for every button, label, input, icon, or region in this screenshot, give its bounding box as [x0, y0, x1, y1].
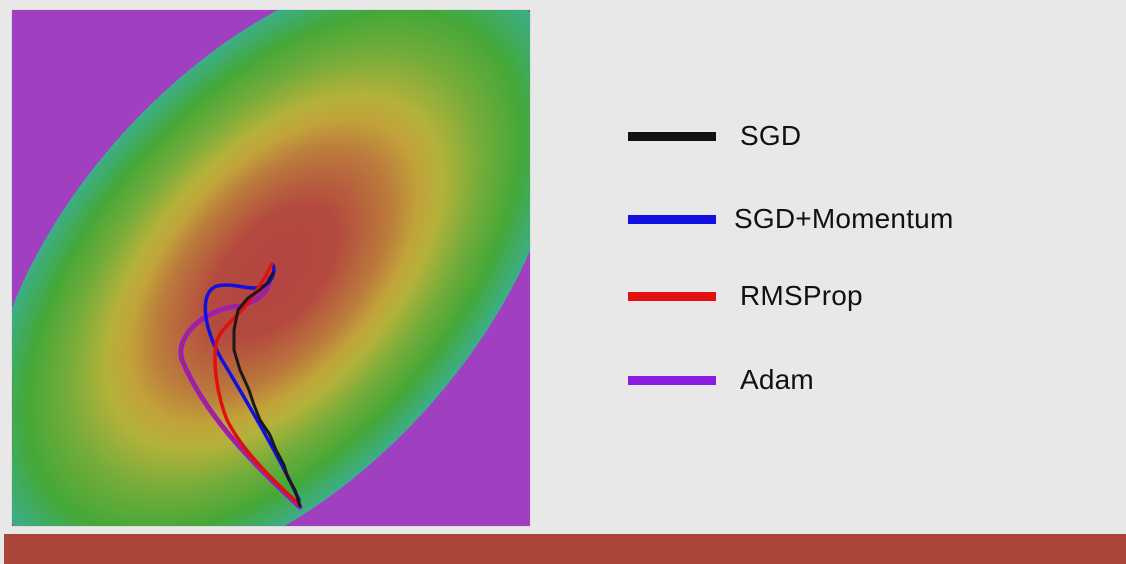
legend-item-sgd-momentum: SGD+Momentum [628, 199, 953, 239]
sgd-trajectory [232, 271, 302, 508]
optimizer-trajectories-svg [12, 10, 530, 526]
optimizer-legend: SGD SGD+Momentum RMSProp Adam [628, 0, 1048, 520]
loss-surface-plot [12, 10, 530, 526]
legend-item-adam: Adam [628, 360, 814, 400]
legend-item-rmsprop: RMSProp [628, 276, 863, 316]
legend-label-sgd-momentum: SGD+Momentum [734, 203, 954, 234]
legend-label-adam: Adam [740, 364, 814, 395]
adam-trajectory-inner [179, 277, 301, 508]
legend-label-rmsprop: RMSProp [740, 280, 863, 311]
legend-swatch-sgd [628, 131, 716, 141]
legend-swatch-rmsprop [628, 291, 716, 301]
legend-swatch-sgd-momentum [628, 214, 716, 224]
legend-label-sgd: SGD [740, 120, 802, 151]
legend-item-sgd: SGD [628, 116, 801, 156]
slide-footer-bar [4, 534, 1126, 564]
legend-swatch-adam [628, 375, 716, 385]
